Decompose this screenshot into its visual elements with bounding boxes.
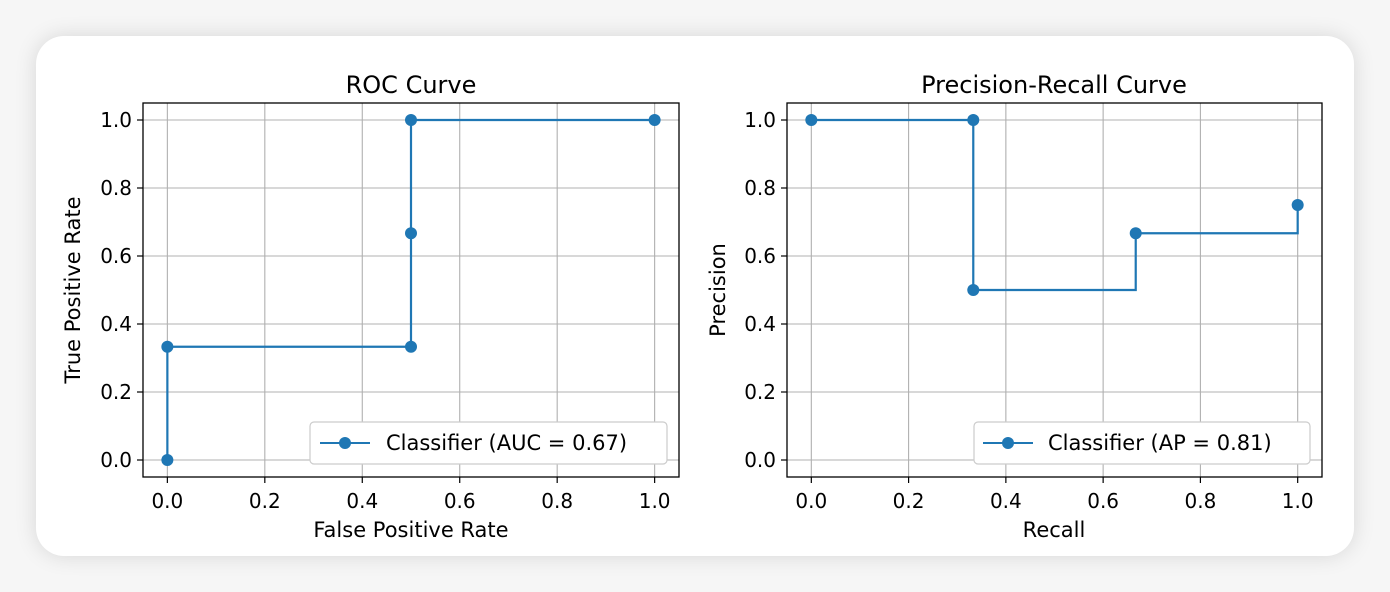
- x-tick-label: 1.0: [1282, 489, 1314, 513]
- data-point: [1291, 199, 1304, 211]
- series-line: [811, 118, 1299, 292]
- legend-box: [973, 421, 1311, 465]
- y-axis-label: Precision: [706, 243, 730, 337]
- data-point: [405, 114, 417, 126]
- x-tick-label: 0.4: [990, 489, 1022, 513]
- y-tick-label: 0.0: [744, 448, 776, 472]
- x-axis-label: Recall: [1023, 518, 1086, 542]
- data-point: [967, 114, 980, 126]
- data-point: [805, 114, 818, 126]
- data-point: [161, 340, 174, 353]
- y-tick-label: 0.8: [100, 176, 132, 200]
- plot-frame: [786, 102, 1323, 478]
- data-points: [161, 114, 661, 466]
- x-tick-label: 0.4: [346, 489, 378, 513]
- x-tick-label: 0.0: [151, 489, 183, 513]
- y-axis-label: True Positive Rate: [61, 196, 85, 384]
- figure-card: [36, 36, 1354, 556]
- data-point: [405, 227, 417, 240]
- data-point: [648, 114, 661, 126]
- x-tick-label: 0.8: [1185, 489, 1217, 513]
- y-tick-label: 0.2: [744, 380, 776, 404]
- data-points: [805, 114, 1304, 296]
- chart-title: Precision-Recall Curve: [921, 71, 1187, 99]
- x-tick-label: 0.8: [541, 489, 573, 513]
- x-tick-label: 0.6: [444, 489, 476, 513]
- y-tick-label: 0.4: [744, 312, 776, 336]
- y-tick-label: 0.6: [744, 244, 776, 268]
- pr-chart: Precision-Recall Curve 0.0 0.2 0.4 0.6 0.8 1.…: [706, 71, 1323, 542]
- x-tick-label: 0.2: [893, 489, 925, 513]
- x-axis-ticks: 0.0 0.2 0.4 0.6 0.8 1.0: [151, 477, 671, 513]
- legend-marker: [339, 437, 351, 449]
- y-tick-label: 0.0: [100, 448, 132, 472]
- x-axis-label: False Positive Rate: [313, 518, 508, 542]
- legend-label: Classifier (AP = 0.81): [1048, 431, 1272, 455]
- x-tick-label: 0.0: [795, 489, 827, 513]
- y-tick-label: 0.2: [100, 380, 132, 404]
- series-line: [166, 118, 655, 460]
- data-point: [1129, 227, 1142, 240]
- x-axis-ticks: 0.0 0.2 0.4 0.6 0.8 1.0: [795, 477, 1314, 513]
- y-tick-label: 0.4: [100, 312, 132, 336]
- data-point: [405, 340, 417, 353]
- y-axis-ticks: 0.0 0.2 0.4 0.6 0.8 1.0: [100, 108, 143, 472]
- legend: Classifier (AP = 0.81): [973, 421, 1311, 465]
- x-tick-label: 1.0: [639, 489, 671, 513]
- y-tick-label: 0.8: [744, 176, 776, 200]
- roc-chart: ROC Curve 0.0 0.2 0.4 0.6 0.8 1.0 0.00.20.40.…: [61, 71, 680, 542]
- data-point: [967, 284, 980, 296]
- series-step-line: [811, 118, 1299, 292]
- chart-title: ROC Curve: [346, 71, 477, 99]
- y-tick-label: 1.0: [100, 108, 132, 132]
- legend: Classifier (AUC = 0.67): [309, 421, 668, 465]
- legend-marker: [1002, 437, 1014, 449]
- plot-frame: [142, 102, 680, 478]
- y-axis-ticks: 0.0 0.2 0.4 0.6 0.8 1.0: [744, 108, 787, 472]
- y-tick-label: 0.6: [100, 244, 132, 268]
- y-tick-label: 1.0: [744, 108, 776, 132]
- series-step-line: [166, 118, 655, 460]
- legend-label: Classifier (AUC = 0.67): [386, 431, 627, 455]
- x-tick-label: 0.6: [1087, 489, 1119, 513]
- x-tick-label: 0.2: [249, 489, 281, 513]
- data-point: [161, 454, 174, 466]
- legend-box: [309, 421, 668, 465]
